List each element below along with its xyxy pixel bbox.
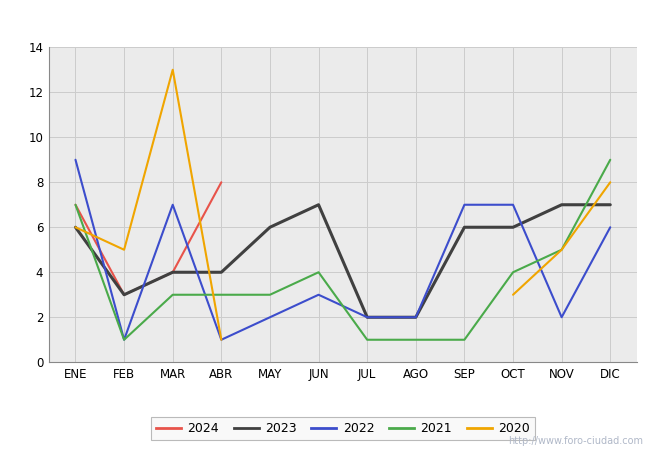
- Text: http://www.foro-ciudad.com: http://www.foro-ciudad.com: [508, 436, 644, 446]
- Legend: 2024, 2023, 2022, 2021, 2020: 2024, 2023, 2022, 2021, 2020: [151, 417, 535, 440]
- Text: Matriculaciones de Vehiculos en Mallén: Matriculaciones de Vehiculos en Mallén: [167, 12, 483, 27]
